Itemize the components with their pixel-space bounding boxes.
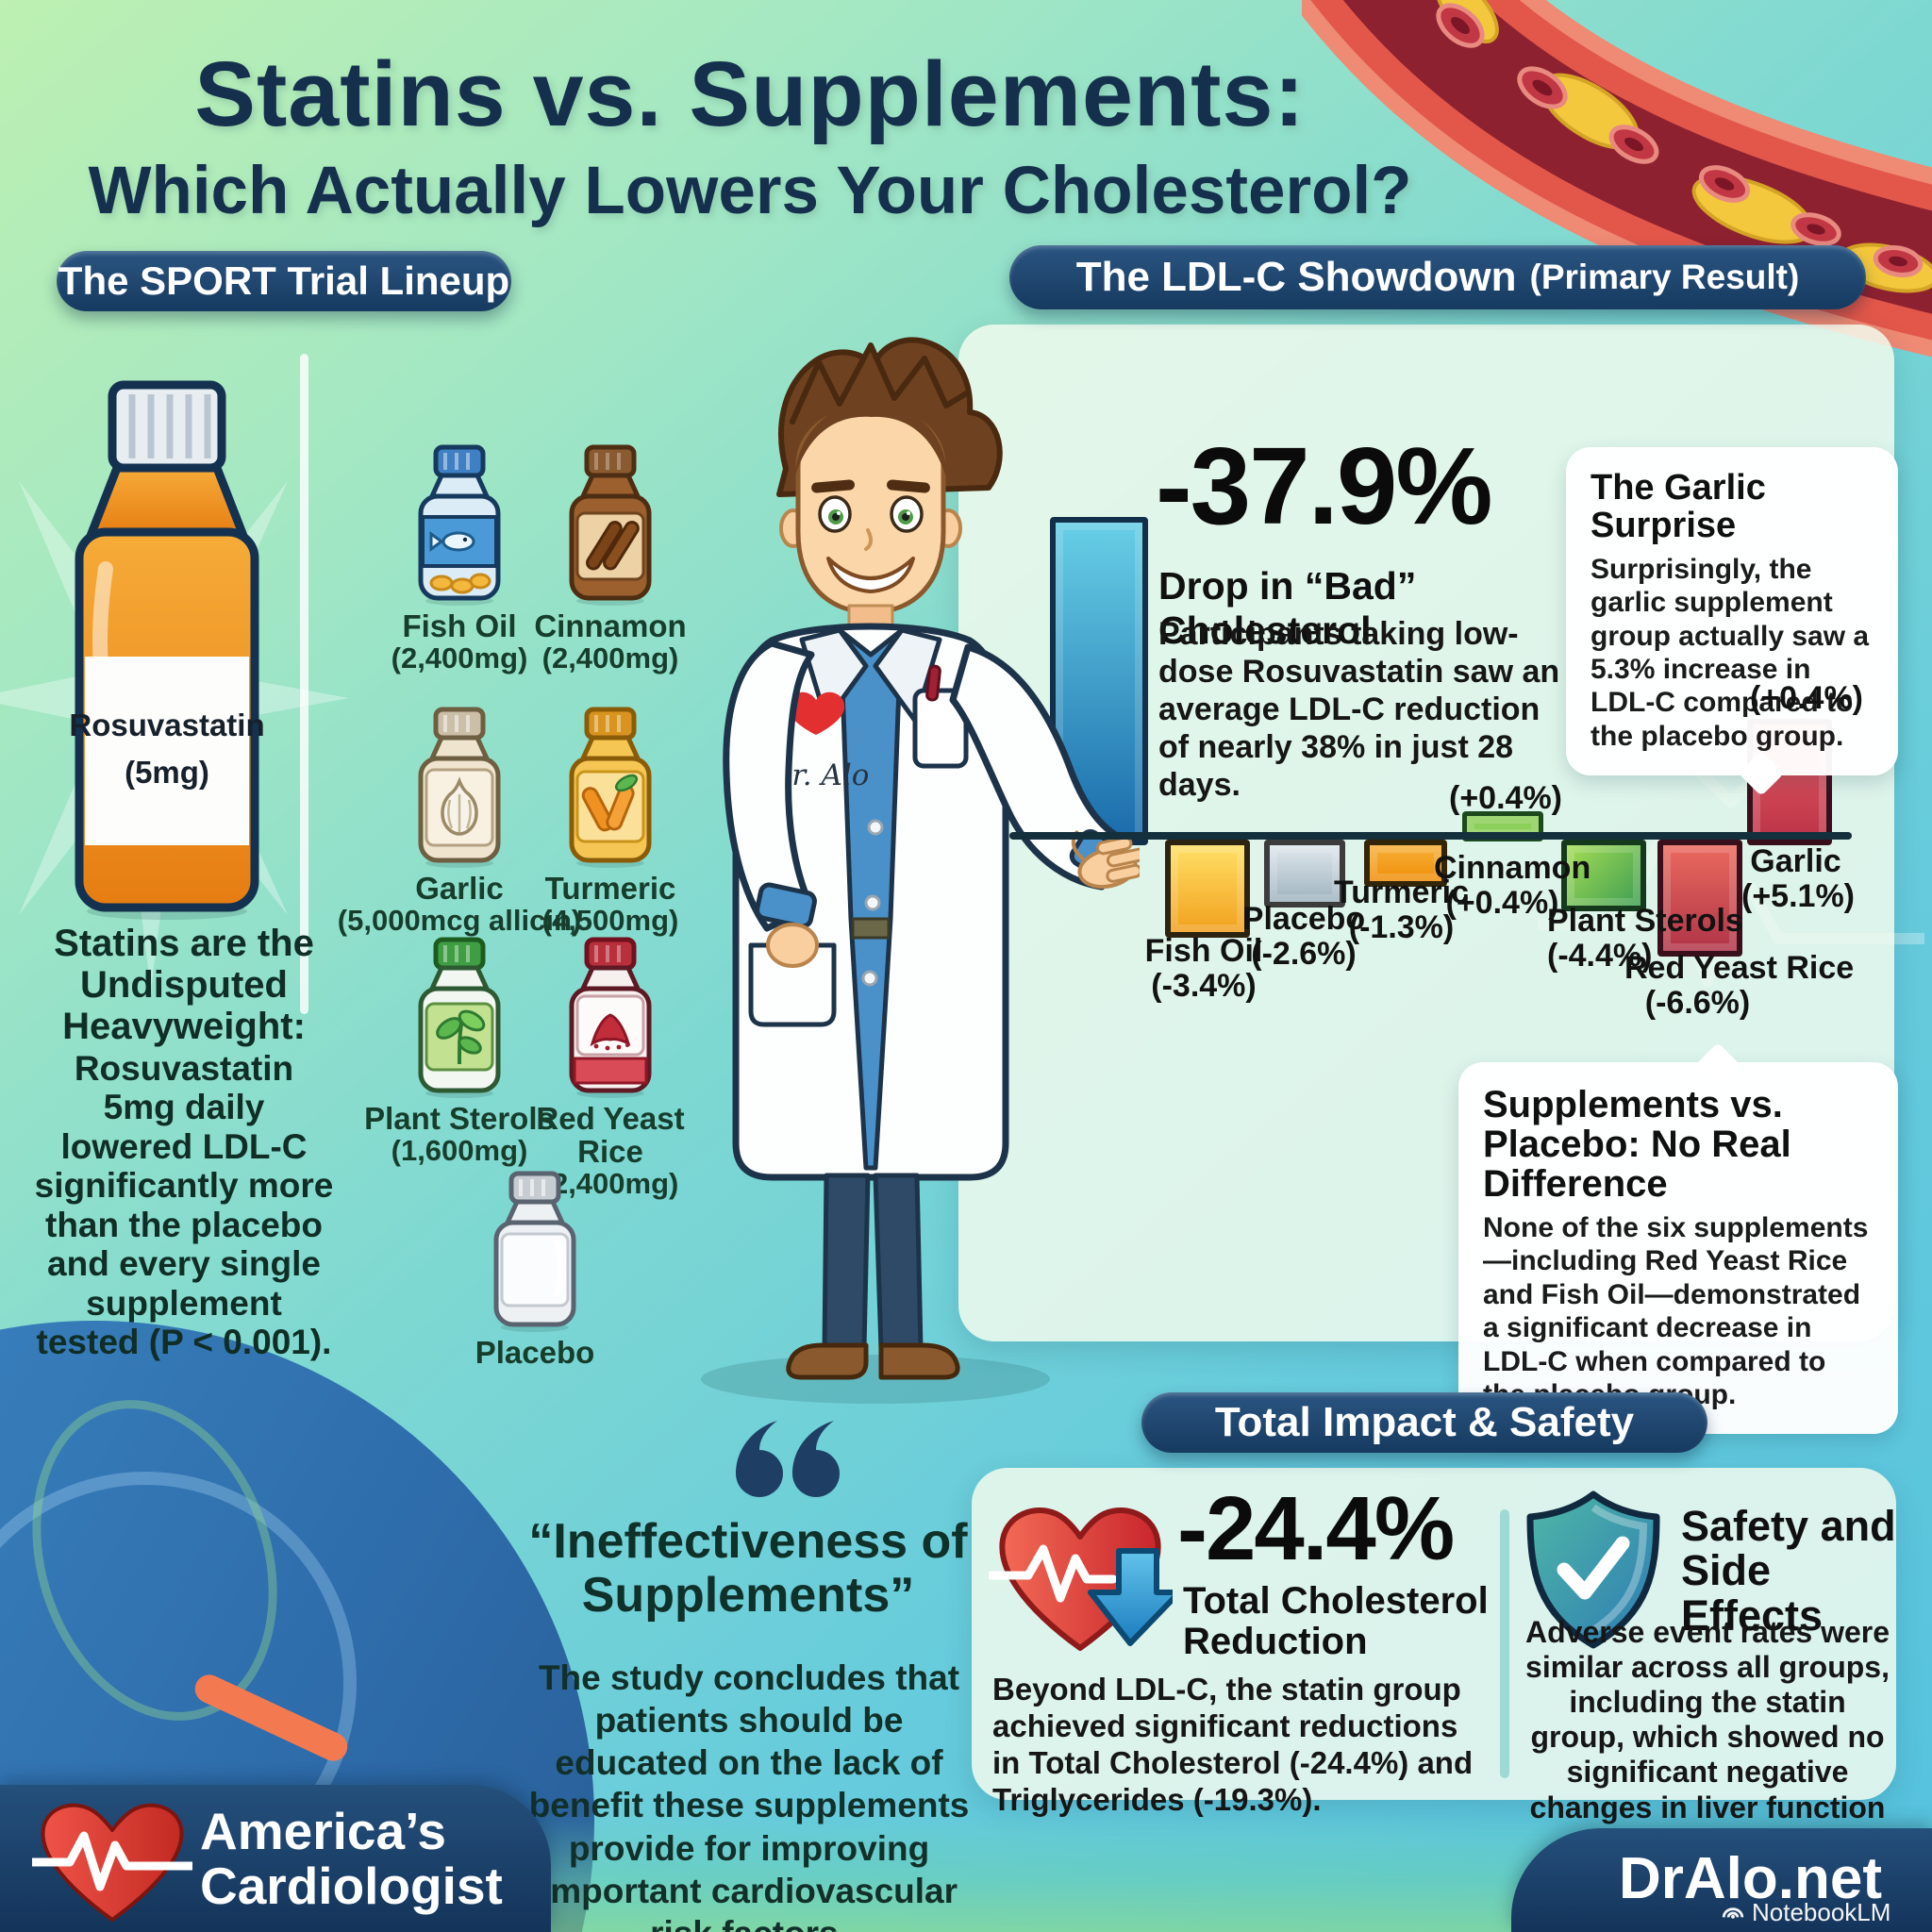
total-cholesterol-body: Beyond LDL-C, the statin group achieved …: [992, 1672, 1474, 1817]
ldl-drop-caption: Drop in “Bad” Cholesterol: [1158, 564, 1417, 652]
section-header-sport-lineup: The SPORT Trial Lineup: [57, 251, 511, 311]
supplement-dose: (2,400mg): [541, 1166, 679, 1200]
doctor-illustration: Dr. Alo: [701, 337, 1140, 1404]
supplement-cell-cinnamon: Cinnamon (2,400mg): [502, 441, 719, 675]
quote-title: “Ineffectiveness of Supplements”: [528, 1514, 968, 1624]
supplement-dose: (5,000mcg allicin): [337, 903, 582, 937]
bar-label-red-yeast-rice: Red Yeast Rice (-6.6%): [1624, 950, 1855, 1022]
notebooklm-watermark: NotebookLM: [1721, 1898, 1890, 1927]
safety-body: Adverse event rates were similar across …: [1525, 1615, 1890, 1859]
bar-label-fish-oil: Fish Oil (-3.4%): [1144, 933, 1263, 1005]
supplement-dose: (2,400mg): [391, 641, 528, 675]
bar-label-placebo: Placebo (-2.6%): [1241, 901, 1366, 973]
garlic-surprise-box: The Garlic Surprise Surprisingly, the ga…: [1566, 447, 1898, 776]
cinnamon-bottle-icon: [569, 444, 652, 606]
section-header-ldl-showdown: The LDL-C Showdown (Primary Result): [1009, 245, 1866, 309]
notebooklm-icon: [1722, 1907, 1744, 1919]
brand-line-2: Cardiologist: [200, 1857, 503, 1916]
supplement-name: Plant Sterols: [364, 1101, 555, 1136]
ldl-drop-body: Participants taking low-dose Rosuvastati…: [1158, 616, 1560, 804]
bar-turmeric: [1364, 840, 1447, 887]
plant-sterols-bottle-icon: [418, 937, 501, 1098]
supplement-name: Fish Oil: [402, 608, 517, 643]
shield-check-icon: [1526, 1491, 1660, 1649]
no-difference-body: None of the six supplements—including Re…: [1483, 1212, 1869, 1410]
supplement-cell-red-yeast-rice: Red Yeast Rice (2,400mg): [502, 934, 719, 1200]
total-impact-header-label: Total Impact & Safety: [1214, 1399, 1635, 1445]
supplement-dose: (2,400mg): [541, 641, 679, 675]
supplement-dose: (4,500mg): [541, 903, 679, 937]
quote-icon: [736, 1421, 840, 1497]
showdown-header-suffix: (Primary Result): [1529, 258, 1800, 296]
rosuvastatin-bottle-illustration: Rosuvastatin (5mg): [69, 380, 265, 920]
supplement-cell-turmeric: Turmeric (4,500mg): [502, 704, 719, 937]
supplement-cell-placebo: Placebo: [426, 1168, 643, 1370]
supplement-cell-plant-sterols: Plant Sterols (1,600mg): [351, 934, 568, 1167]
garlic-bottle-icon: [418, 707, 501, 868]
heart-ekg-arrow-icon: [989, 1507, 1173, 1651]
bar-fish-oil: [1165, 840, 1250, 938]
supplement-name: Turmeric: [544, 871, 676, 906]
column-divider: [300, 354, 308, 1014]
supplement-name: Red Yeast Rice: [536, 1101, 685, 1169]
float-label-cinnamon: (+0.4%): [1449, 780, 1562, 816]
bar-label-plant-sterols: Plant Sterols (-4.4%): [1547, 903, 1743, 974]
supplement-name: Cinnamon: [534, 608, 687, 643]
safety-title: Safety and Side Effects: [1681, 1502, 1896, 1640]
fish-oil-bottle-icon: [418, 444, 501, 606]
showdown-header-label: The LDL-C Showdown: [1075, 254, 1517, 300]
statin-note-body: Rosuvastatin 5mg daily lowered LDL-C sig…: [34, 1049, 334, 1362]
bar-label-turmeric: Turmeric (-1.3%): [1334, 874, 1469, 946]
page-title: Statins vs. Supplements: Which Actually …: [38, 42, 1462, 229]
supplement-dose: (1,600mg): [391, 1133, 528, 1167]
statin-note: Statins are the Undisputed Heavyweight: …: [34, 923, 334, 1362]
total-cholesterol-stat: -24.4%: [1177, 1478, 1455, 1579]
ldl-drop-stat: -37.9%: [1156, 425, 1493, 547]
site-url: DrAlo.net: [1619, 1846, 1882, 1911]
bar-label-cinnamon: Cinnamon (+0.4%): [1434, 850, 1591, 922]
no-difference-box: Supplements vs. Placebo: No Real Differe…: [1458, 1062, 1898, 1435]
red-yeast-rice-bottle-icon: [569, 937, 652, 1098]
notebooklm-label: NotebookLM: [1752, 1898, 1891, 1926]
section-header-total-impact: Total Impact & Safety: [1141, 1392, 1707, 1453]
quote-body: The study concludes that patients should…: [528, 1658, 970, 1932]
garlic-surprise-title: The Garlic Surprise: [1591, 468, 1766, 545]
turmeric-bottle-icon: [569, 707, 652, 868]
brand-name: America’s Cardiologist: [200, 1804, 503, 1914]
bar-placebo: [1264, 840, 1345, 908]
float-label-garlic: (+0.4%): [1750, 680, 1863, 716]
brand-line-1: America’s: [200, 1802, 446, 1860]
bar-plant-sterols: [1561, 840, 1646, 911]
placebo-bottle-icon: [493, 1171, 576, 1332]
garlic-surprise-body: Surprisingly, the garlic supplement grou…: [1591, 553, 1870, 752]
supplement-cell-fish-oil: Fish Oil (2,400mg): [351, 441, 568, 675]
site-banner: [1511, 1828, 1932, 1932]
bar-label-garlic: Garlic (+5.1%): [1741, 843, 1855, 915]
heart-ekg-logo-icon: [32, 1803, 192, 1922]
statin-note-title: Statins are the Undisputed Heavyweight:: [54, 923, 314, 1047]
artery-illustration: [1302, 0, 1932, 358]
title-line-1: Statins vs. Supplements:: [194, 42, 1306, 145]
chart-axis: [1009, 832, 1852, 840]
statin-bottle-dose-label: (5mg): [125, 755, 209, 790]
title-line-2: Which Actually Lowers Your Cholesterol?: [88, 154, 1412, 228]
impact-divider: [1500, 1509, 1509, 1778]
total-cholesterol-label: Total Cholesterol Reduction: [1183, 1580, 1489, 1663]
no-difference-title: Supplements vs. Placebo: No Real Differe…: [1483, 1084, 1791, 1205]
bar-red-yeast-rice: [1657, 840, 1742, 957]
statin-bottle-name-label: Rosuvastatin: [69, 708, 264, 742]
supplement-name: Placebo: [475, 1335, 595, 1370]
supplement-name: Garlic: [415, 871, 504, 906]
sport-lineup-header-label: The SPORT Trial Lineup: [58, 258, 510, 303]
supplement-cell-garlic: Garlic (5,000mcg allicin): [338, 704, 581, 937]
